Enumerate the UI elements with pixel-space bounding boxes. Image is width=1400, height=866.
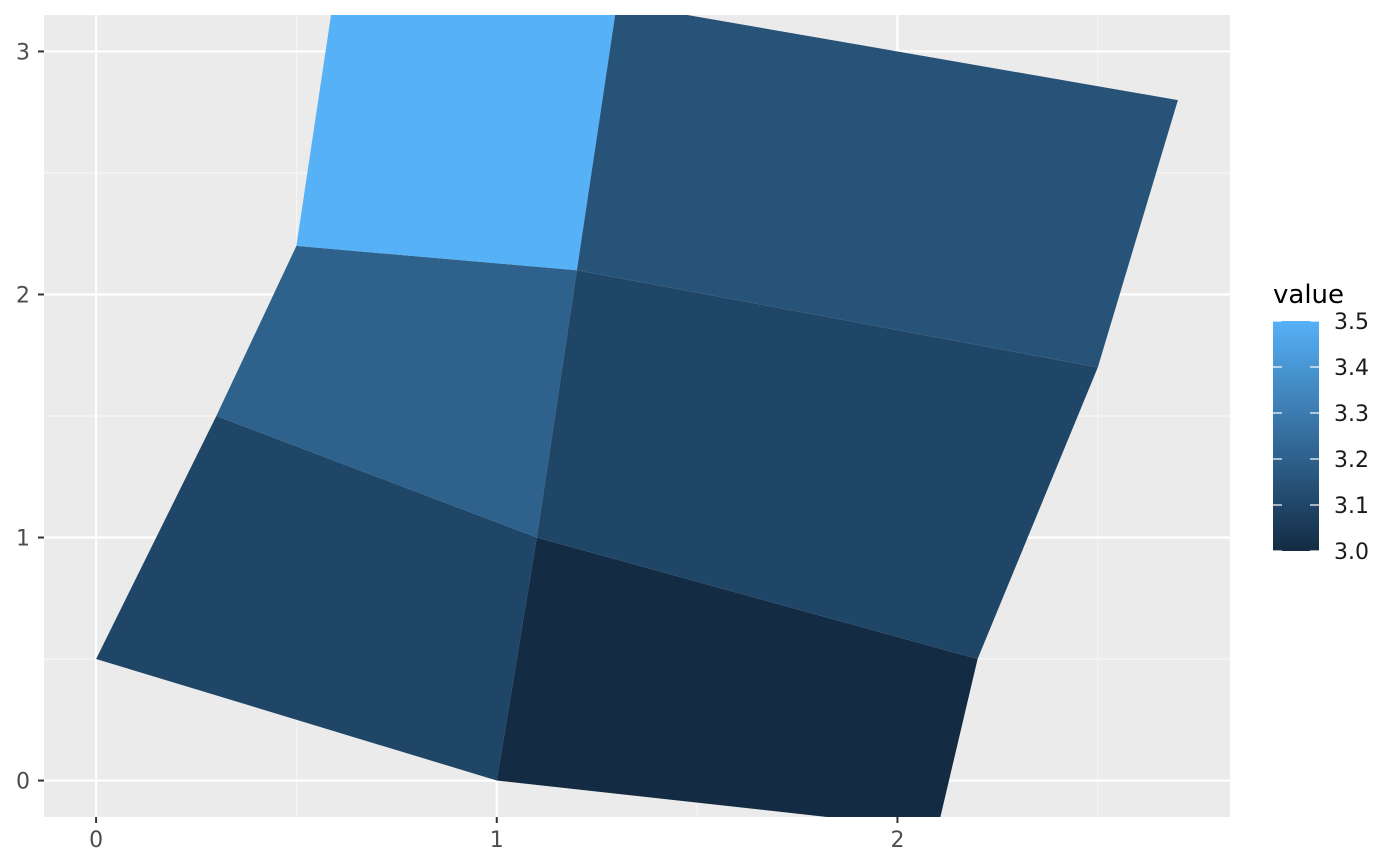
legend-title: value	[1273, 280, 1344, 310]
legend-tick-label: 3.1	[1334, 494, 1369, 519]
heatmap-cell-5	[536, 270, 1098, 659]
heatmap-cell-3	[296, 15, 616, 271]
heatmap-cell-1	[96, 416, 537, 781]
y-tick-label: 1	[16, 527, 30, 552]
legend-tick-label: 3.4	[1334, 356, 1369, 381]
legend-ticks: 3.5 3.4 3.3 3.2 3.1 3.0	[1273, 310, 1369, 565]
legend-colorbar	[1273, 321, 1319, 551]
x-axis: 0 1 2	[89, 817, 904, 853]
heatmap-cell-4	[496, 537, 978, 817]
x-tick-label: 1	[490, 828, 504, 853]
x-tick-label: 0	[89, 828, 103, 853]
heatmap-cell-6	[576, 15, 1178, 368]
heatmap-cell-2	[216, 245, 577, 538]
y-tick-label: 0	[16, 770, 30, 795]
legend-tick-label: 3.0	[1334, 540, 1369, 565]
y-tick-label: 3	[16, 40, 30, 65]
y-axis: 0 1 2 3	[16, 40, 44, 795]
legend-tick-label: 3.2	[1334, 448, 1369, 473]
legend: value 3.5 3.4 3.3 3.2 3.1 3.0	[1273, 280, 1369, 565]
legend-tick-label: 3.5	[1334, 310, 1369, 335]
legend-tick-label: 3.3	[1334, 402, 1369, 427]
heatmap-cells	[96, 15, 1178, 817]
y-tick-label: 2	[16, 283, 30, 308]
x-tick-label: 2	[890, 828, 904, 853]
